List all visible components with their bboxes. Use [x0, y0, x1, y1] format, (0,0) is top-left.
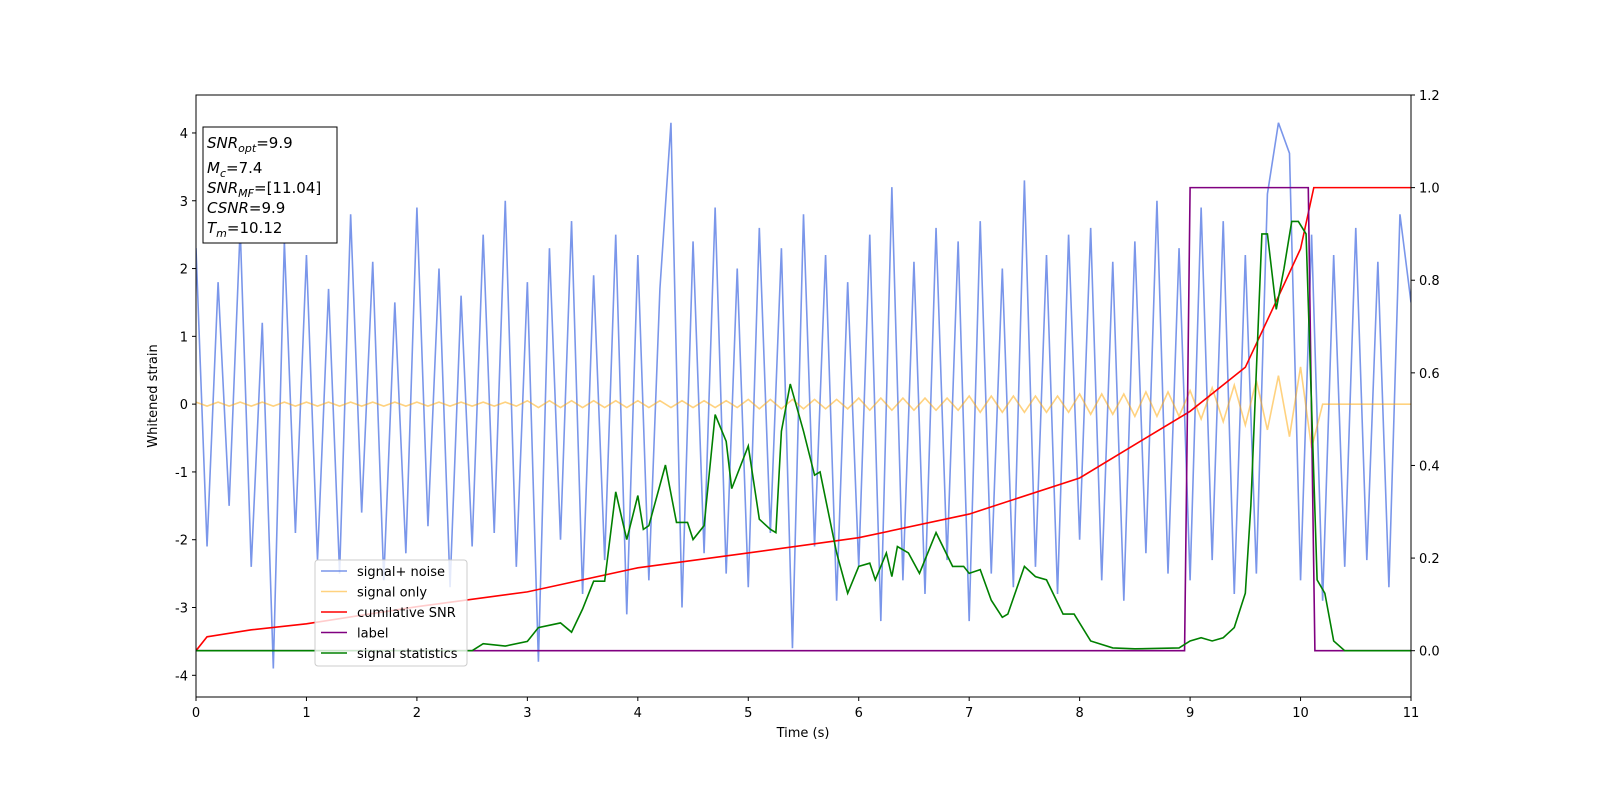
series-line	[196, 220, 1411, 652]
x-tick-label: 4	[634, 706, 642, 721]
y-tick-label: -3	[175, 602, 188, 617]
annotation-text: =7.4	[226, 159, 262, 177]
annotation-sub: m	[216, 227, 227, 240]
annotation-base: M	[207, 159, 220, 177]
x-tick-label: 1	[302, 706, 310, 721]
annotation-sub: opt	[238, 142, 257, 155]
annotation: Mc=7.4	[207, 159, 262, 180]
x-tick-label: 2	[413, 706, 421, 721]
y-tick-label: 0	[180, 398, 188, 413]
y-tick-label: 2	[180, 263, 188, 278]
annotation-text: =10.12	[227, 219, 283, 237]
y2-tick-label: 0.2	[1419, 552, 1440, 567]
annotation-text: =9.9	[249, 199, 285, 217]
series-line	[196, 186, 1411, 652]
y-tick-label: 3	[180, 195, 188, 210]
annotation-sub: c	[220, 167, 226, 180]
y-tick-label: 4	[180, 127, 188, 142]
annotation-base: CSNR	[207, 199, 249, 217]
y2-tick-label: 1.2	[1419, 89, 1440, 104]
legend-label: signal+ noise	[357, 565, 445, 580]
series-line	[196, 366, 1411, 449]
annotation: SNRopt=9.9	[207, 134, 293, 155]
y-tick-label: -2	[175, 534, 188, 549]
annotation: SNRMF=[11.04]	[207, 179, 321, 200]
x-tick-label: 7	[965, 706, 973, 721]
y-tick-label: 1	[180, 330, 188, 345]
x-tick-label: 3	[523, 706, 531, 721]
y2-tick-label: 0.4	[1419, 459, 1440, 474]
plot-frame	[195, 94, 1412, 698]
annotation-base: T	[207, 219, 218, 237]
x-tick-label: 9	[1186, 706, 1194, 721]
y2-tick-label: 0.6	[1419, 367, 1440, 382]
x-tick-label: 5	[744, 706, 752, 721]
annotation-base: SNR	[207, 134, 238, 152]
annotation-base: SNR	[207, 179, 238, 197]
annotation-sub: MF	[238, 187, 254, 200]
x-tick-label: 0	[192, 706, 200, 721]
y-tick-label: -4	[175, 669, 188, 684]
annotation-text: =9.9	[256, 134, 292, 152]
y-axis-label: Whitened strain	[146, 344, 161, 447]
y-tick-label: -1	[175, 466, 188, 481]
y2-tick-label: 0.8	[1419, 274, 1440, 289]
legend-label: label	[357, 627, 388, 642]
x-tick-label: 10	[1292, 706, 1309, 721]
x-tick-label: 8	[1075, 706, 1083, 721]
legend-label: cumilative SNR	[357, 606, 456, 621]
y2-tick-label: 1.0	[1419, 182, 1440, 197]
legend: signal+ noise signal only cumilative SNR la…	[321, 565, 458, 662]
annotation: Tm=10.12	[207, 219, 282, 240]
x-axis-label: Time (s)	[776, 726, 830, 741]
annotation-text: =[11.04]	[254, 179, 321, 197]
plot-lines	[196, 122, 1411, 669]
annotations: SNRopt=9.9Mc=7.4SNRMF=[11.04]CSNR=9.9Tm=…	[207, 134, 321, 240]
annotation: CSNR=9.9	[207, 199, 285, 217]
legend-label: signal only	[357, 586, 427, 601]
legend-box	[314, 559, 468, 667]
x-tick-label: 11	[1403, 706, 1420, 721]
legend-label: signal statistics	[357, 647, 458, 662]
series-line	[196, 186, 1411, 652]
annotation-box	[202, 126, 338, 244]
x-tick-label: 6	[855, 706, 863, 721]
series-line	[196, 122, 1411, 669]
y2-tick-label: 0.0	[1419, 645, 1440, 660]
